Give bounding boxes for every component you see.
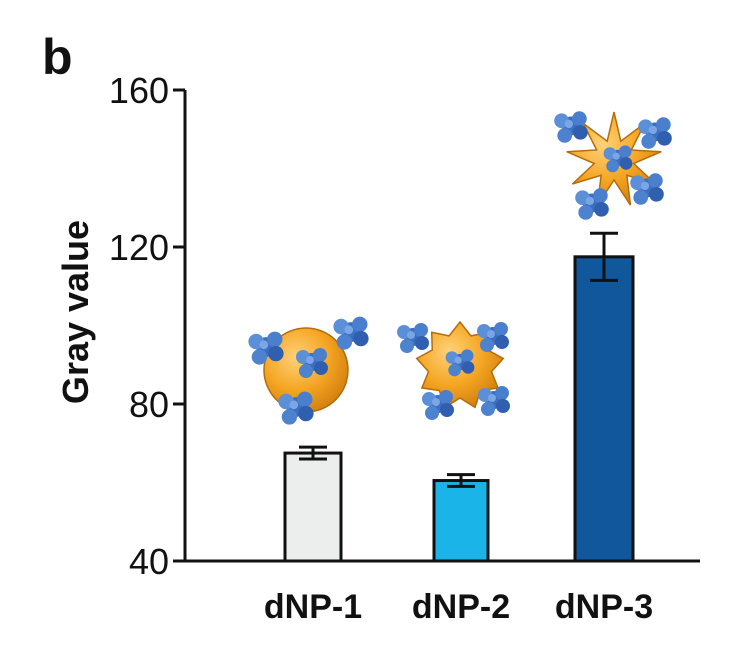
bar-dnp-2 xyxy=(432,479,490,563)
star-nanoparticle-icon xyxy=(554,111,672,220)
icons-group xyxy=(248,111,672,425)
sphere-nanoparticle-icon xyxy=(248,316,369,425)
bar-dnp-1 xyxy=(283,451,343,563)
panel-label: b xyxy=(42,29,73,85)
y-tick-label: 80 xyxy=(129,384,169,425)
x-tick-label: dNP-2 xyxy=(412,588,510,626)
y-axis-label: Gray value xyxy=(55,220,96,404)
y-axis-label-group: Gray value xyxy=(55,220,96,404)
error-bar xyxy=(299,445,327,461)
x-tick-label: dNP-1 xyxy=(264,588,362,626)
y-tick-label: 160 xyxy=(109,70,169,111)
spiky-nanoparticle-icon xyxy=(397,320,510,420)
y-tick-label: 40 xyxy=(129,541,169,582)
y-tick-label: 120 xyxy=(109,227,169,268)
bar-dnp-3 xyxy=(573,255,635,563)
error-bar xyxy=(590,231,618,282)
error-bar xyxy=(447,473,475,488)
bars-group: dNP-1 dNP-2 dNP-3 xyxy=(264,231,653,626)
x-tick-label: dNP-3 xyxy=(555,588,653,626)
